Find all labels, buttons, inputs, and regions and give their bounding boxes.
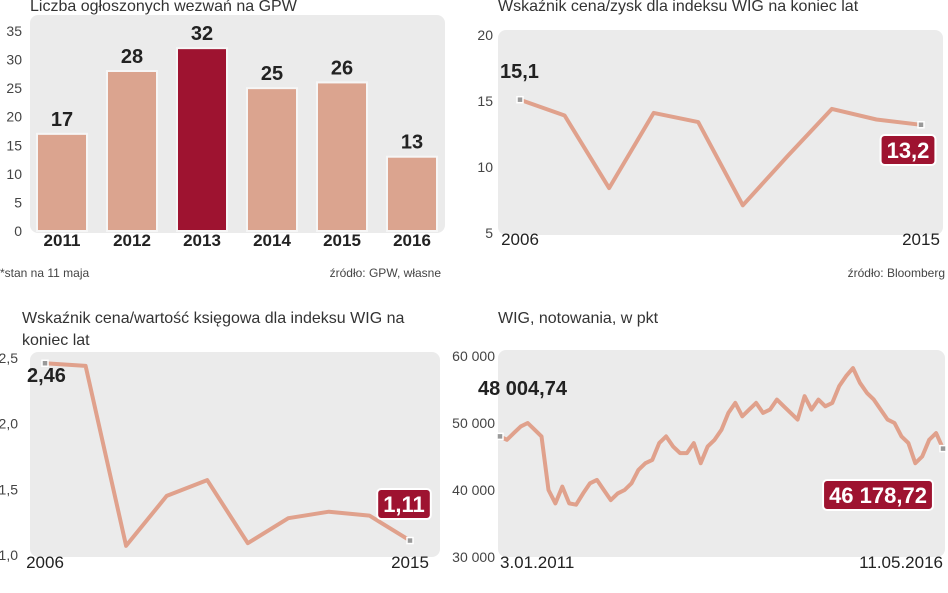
data-label: 17 [51,109,73,131]
point-marker [496,432,504,441]
y-tick-label: 20 [477,27,493,43]
point-marker [516,95,524,104]
line [519,97,922,208]
bar [246,87,298,233]
y-tick-label: 10 [477,159,493,175]
y-tick-label: 1,5 [0,481,18,497]
data-label: 15,1 [500,61,539,83]
bar [106,70,158,232]
source: źródło: GPW, własne [330,266,442,280]
source: źródło: Bloomberg [848,266,945,280]
note: *stan na 11 maja [0,266,89,280]
chart-title: WIG, notowania, w pkt [498,310,659,327]
end-label: 13,2 [879,134,937,166]
y-tick-label: 40 000 [452,482,495,498]
x-tick-label: 2013 [183,231,221,250]
y-tick-label: 15 [477,93,493,109]
point-marker [406,536,414,545]
label-box [376,488,432,520]
data-label: 26 [331,57,353,79]
x-tick-label: 2006 [26,553,64,572]
label-box [822,479,934,511]
y-tick-label: 20 [6,109,22,125]
point-marker [939,444,947,453]
data-label: 13,2 [887,138,930,163]
x-tick-label: 2006 [501,230,539,249]
x-tick-label: 2014 [253,231,291,250]
y-tick-label: 0 [14,223,22,239]
bar [176,47,228,233]
y-tick-label: 15 [6,137,22,153]
x-tick-label: 3.01.2011 [500,553,574,572]
y-tick-label: 2,5 [0,350,18,366]
chart-title: Wskaźnik cena/wartość księgowa dla indek… [22,310,405,349]
y-tick-label: 5 [14,194,22,210]
point-marker [41,359,49,368]
y-tick-label: 10 [6,166,22,182]
bar [36,132,88,233]
data-label: 2,46 [27,365,66,387]
end-label: 46 178,72 [822,479,934,511]
data-label: 1,11 [383,492,425,517]
line [499,366,945,507]
x-tick-label: 2012 [113,231,151,250]
end-label: 1,11 [376,488,432,520]
bar [316,81,368,232]
x-tick-label: 2015 [391,553,429,572]
y-tick-label: 1,0 [0,547,18,563]
y-tick-label: 30 [6,52,22,68]
x-tick-label: 11.05.2016 [859,553,943,572]
data-label: 25 [261,63,283,85]
y-tick-label: 25 [6,80,22,96]
x-tick-label: 2016 [393,231,431,250]
data-label: 46 178,72 [829,483,927,508]
plot-panel [30,15,445,233]
y-tick-label: 5 [485,225,493,241]
point-marker [917,121,925,129]
label-box [879,134,937,166]
data-label: 28 [121,46,143,68]
y-tick-label: 2,0 [0,416,18,432]
chart-title: Wskaźnik cena/zysk dla indeksu WIG na ko… [498,0,859,15]
plot-panel [498,30,943,235]
chart-title: Liczba ogłoszonych wezwań na GPW [30,0,297,15]
y-tick-label: 35 [6,23,22,39]
line [44,361,412,548]
y-tick-label: 60 000 [452,348,495,364]
x-tick-label: 2011 [44,231,81,250]
data-label: 48 004,74 [478,378,568,400]
data-label: 13 [401,132,423,154]
y-tick-label: 50 000 [452,415,495,431]
x-tick-label: 2015 [902,230,940,249]
plot-panel [30,352,440,557]
x-tick-label: 2015 [323,231,361,250]
y-tick-label: 30 000 [452,549,495,565]
bar [386,155,438,232]
data-label: 32 [191,23,213,45]
